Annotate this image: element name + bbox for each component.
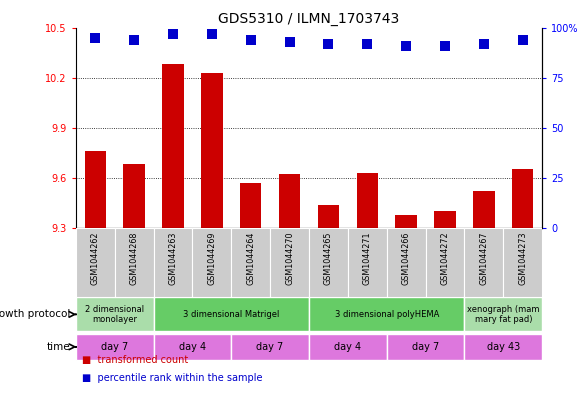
Bar	[76, 298, 153, 331]
Bar	[309, 228, 348, 297]
Text: GSM1044271: GSM1044271	[363, 231, 372, 285]
Bar	[231, 334, 309, 360]
Text: day 7: day 7	[257, 342, 284, 352]
Text: GSM1044265: GSM1044265	[324, 231, 333, 285]
Bar	[279, 174, 300, 228]
Bar	[309, 334, 387, 360]
Text: ■  transformed count: ■ transformed count	[82, 356, 188, 365]
Text: day 7: day 7	[101, 342, 128, 352]
Bar	[240, 183, 261, 228]
Bar	[357, 173, 378, 228]
Text: GSM1044267: GSM1044267	[479, 231, 489, 285]
Bar	[512, 169, 533, 228]
Bar	[76, 334, 153, 360]
Bar	[503, 228, 542, 297]
Bar	[348, 228, 387, 297]
Point	[518, 37, 528, 43]
Bar	[318, 205, 339, 228]
Bar	[192, 228, 231, 297]
Bar	[434, 211, 456, 228]
Text: growth protocol: growth protocol	[0, 309, 70, 320]
Bar	[270, 228, 309, 297]
Bar	[309, 298, 465, 331]
Bar	[115, 228, 153, 297]
Point	[246, 37, 255, 43]
Point	[363, 40, 372, 47]
Point	[440, 42, 449, 49]
Bar	[387, 334, 465, 360]
Bar	[231, 228, 270, 297]
Text: GSM1044262: GSM1044262	[91, 231, 100, 285]
Point	[207, 30, 216, 37]
Text: 3 dimensional Matrigel: 3 dimensional Matrigel	[183, 310, 279, 319]
Bar	[76, 228, 115, 297]
Bar	[85, 151, 106, 228]
Text: day 7: day 7	[412, 342, 439, 352]
Text: GSM1044270: GSM1044270	[285, 231, 294, 285]
Bar	[465, 298, 542, 331]
Bar	[395, 215, 417, 228]
Point	[324, 40, 333, 47]
Bar	[201, 73, 223, 228]
Point	[402, 42, 411, 49]
Text: 2 dimensional
monolayer: 2 dimensional monolayer	[85, 305, 144, 324]
Text: GSM1044269: GSM1044269	[208, 231, 216, 285]
Bar	[153, 298, 309, 331]
Title: GDS5310 / ILMN_1703743: GDS5310 / ILMN_1703743	[219, 13, 399, 26]
Bar	[426, 228, 465, 297]
Text: GSM1044272: GSM1044272	[441, 231, 449, 285]
Point	[129, 37, 139, 43]
Bar	[162, 64, 184, 228]
Text: xenograph (mam
mary fat pad): xenograph (mam mary fat pad)	[467, 305, 540, 324]
Text: GSM1044273: GSM1044273	[518, 231, 527, 285]
Text: day 43: day 43	[487, 342, 520, 352]
Bar	[473, 191, 494, 228]
Bar	[387, 228, 426, 297]
Bar	[153, 228, 192, 297]
Point	[285, 39, 294, 45]
Bar	[153, 334, 231, 360]
Text: ■  percentile rank within the sample: ■ percentile rank within the sample	[82, 373, 262, 383]
Text: GSM1044266: GSM1044266	[402, 231, 410, 285]
Text: GSM1044264: GSM1044264	[246, 231, 255, 285]
Point	[168, 30, 178, 37]
Text: day 4: day 4	[179, 342, 206, 352]
Bar	[124, 165, 145, 228]
Point	[90, 35, 100, 41]
Text: GSM1044263: GSM1044263	[168, 231, 177, 285]
Bar	[465, 334, 542, 360]
Text: time: time	[46, 342, 70, 352]
Point	[479, 40, 489, 47]
Bar	[465, 228, 503, 297]
Text: day 4: day 4	[334, 342, 361, 352]
Text: GSM1044268: GSM1044268	[129, 231, 139, 285]
Text: 3 dimensional polyHEMA: 3 dimensional polyHEMA	[335, 310, 439, 319]
